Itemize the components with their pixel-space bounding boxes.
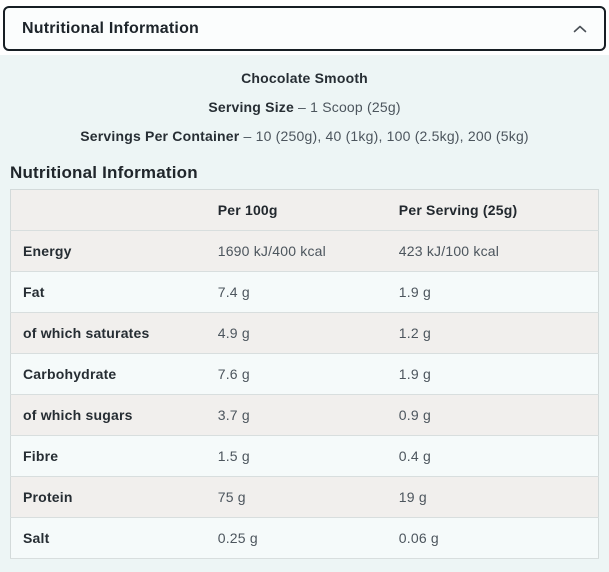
per-100g-value: 3.7 g [205,394,387,436]
serving-size-line: Serving Size – 1 Scoop (25g) [0,97,609,117]
per-100g-value: 75 g [205,476,387,518]
table-row-protein: Protein 75 g 19 g [10,476,599,518]
per-serving-value: 0.06 g [386,517,599,559]
per-100g-value: 7.6 g [205,353,387,395]
per-100g-value: 1690 kJ/400 kcal [205,230,387,272]
row-label: Fibre [10,435,206,477]
serving-size-value: – 1 Scoop (25g) [293,99,401,115]
table-row-fat: Fat 7.4 g 1.9 g [10,271,599,313]
table-header-row: Per 100g Per Serving (25g) [10,189,599,231]
per-serving-value: 1.9 g [386,353,599,395]
table-row-energy: Energy 1690 kJ/400 kcal 423 kJ/100 kcal [10,230,599,272]
product-flavour: Chocolate Smooth [241,70,368,86]
row-label: Fat [10,271,206,313]
row-label: of which sugars [10,394,206,436]
row-label: Energy [10,230,206,272]
row-label: Salt [10,517,206,559]
servings-per-container-label: Servings Per Container [80,128,240,144]
table-row-salt: Salt 0.25 g 0.06 g [10,517,599,559]
column-header-per-100g: Per 100g [205,189,387,231]
per-serving-value: 1.2 g [386,312,599,354]
row-label: Protein [10,476,206,518]
table-row-sugars: of which sugars 3.7 g 0.9 g [10,394,599,436]
servings-per-container-value: – 10 (250g), 40 (1kg), 100 (2.5kg), 200 … [239,128,529,144]
nutrition-panel: Chocolate Smooth Serving Size – 1 Scoop … [0,55,609,572]
servings-per-container-line: Servings Per Container – 10 (250g), 40 (… [0,126,609,146]
nutrition-table: Per 100g Per Serving (25g) Energy 1690 k… [10,189,599,559]
nutritional-information-accordion[interactable]: Nutritional Information [3,6,606,51]
chevron-up-icon[interactable] [572,24,588,34]
table-row-carbohydrate: Carbohydrate 7.6 g 1.9 g [10,353,599,395]
row-label: Carbohydrate [10,353,206,395]
column-header-per-serving: Per Serving (25g) [386,189,599,231]
accordion-title: Nutritional Information [22,19,200,37]
per-100g-value: 1.5 g [205,435,387,477]
column-header-blank [10,189,206,231]
per-100g-value: 0.25 g [205,517,387,559]
per-100g-value: 4.9 g [205,312,387,354]
per-100g-value: 7.4 g [205,271,387,313]
per-serving-value: 0.9 g [386,394,599,436]
serving-size-label: Serving Size [208,99,294,115]
per-serving-value: 0.4 g [386,435,599,477]
table-row-fibre: Fibre 1.5 g 0.4 g [10,435,599,477]
row-label: of which saturates [10,312,206,354]
per-serving-value: 1.9 g [386,271,599,313]
per-serving-value: 423 kJ/100 kcal [386,230,599,272]
per-serving-value: 19 g [386,476,599,518]
section-title: Nutritional Information [10,163,198,182]
table-row-saturates: of which saturates 4.9 g 1.2 g [10,312,599,354]
